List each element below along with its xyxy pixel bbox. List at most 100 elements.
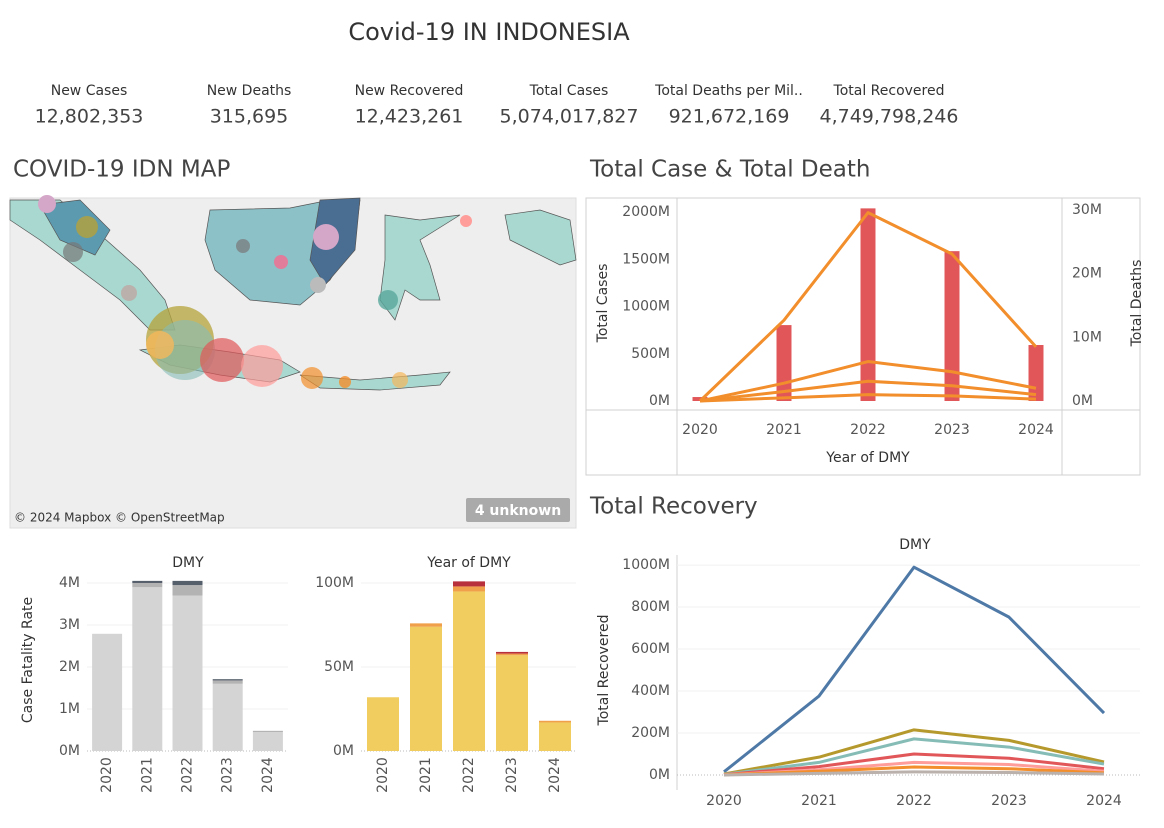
chart-title: Total Recovery [589,494,758,520]
bar [539,722,571,751]
map-bubble [313,224,339,250]
bar [252,732,283,751]
bar [367,697,399,751]
map-bubble [274,255,288,269]
line [699,379,1037,403]
x-tick-label: 2021 [418,757,434,793]
y-tick-label: 0M [649,767,670,783]
x-tick-label: 2021 [766,422,802,438]
bar [172,585,203,596]
map-bubble [301,367,323,389]
bar [860,208,876,401]
y2-tick-label: 30M [1072,202,1102,218]
x-tick-label: 2023 [934,422,970,438]
y-tick-label: 1500M [622,251,670,267]
bar [453,591,485,751]
y2-tick-label: 10M [1072,329,1102,345]
y-tick-label: 3M [59,617,80,633]
y-tick-label: 800M [631,599,670,615]
bar [212,679,243,681]
y2-tick-label: 0M [1072,393,1093,409]
y-tick-label: 2000M [622,204,670,220]
map-bubble [76,216,98,238]
bar [132,587,163,751]
bar [132,582,163,588]
x-tick-label: 2021 [801,793,837,809]
kpi-value: 921,672,169 [669,106,790,128]
line [723,728,1105,776]
bar [92,633,123,751]
chart-frames [585,197,1141,790]
chart-subtitle: DMY [172,555,204,571]
bar [453,581,485,587]
kpi-value: 5,074,017,827 [499,106,638,128]
x-tick-label: 2023 [220,757,236,793]
bar [539,720,571,723]
x-tick-label: 2021 [139,757,155,793]
y-tick-label: 1000M [622,299,670,315]
y2-tick-label: 20M [1072,266,1102,282]
map-bubble [241,345,283,387]
chart-subtitle: DMY [899,537,931,553]
kpi-value: 4,749,798,246 [819,106,958,128]
map-bubble [378,290,398,310]
kpi-label: New Deaths [207,83,292,99]
bar [453,586,485,592]
map-bubble [155,320,215,380]
map-region [299,371,451,391]
y-tick-label: 1M [59,701,80,717]
kpi-label: New Cases [51,83,128,99]
unknown-badge-label[interactable]: 4 unknown [475,503,561,519]
line [698,211,1038,403]
bar [496,653,528,656]
bar [496,655,528,751]
kpi-label: Total Recovered [833,83,945,99]
map-bubble [310,277,326,293]
bar [944,251,960,401]
kpi-label: Total Deaths per Mil.. [654,83,803,99]
map-bubble [200,338,244,382]
y-tick-label: 0M [333,743,354,759]
x-tick-label: 2022 [180,757,196,793]
kpi-value: 12,802,353 [35,106,144,128]
line [723,565,1106,774]
y-tick-label: 600M [631,641,670,657]
y-tick-label: 400M [631,683,670,699]
map-bubble [38,195,56,213]
bar [212,683,243,751]
y-tick-label: 50M [324,659,354,675]
map-bubble [63,242,83,262]
x-tick-label: 2022 [461,757,477,793]
x-tick-label: 2022 [850,422,886,438]
frame [585,197,1141,476]
line [723,770,1105,777]
unknown-badge[interactable] [466,498,570,522]
x-tick-label: 2024 [1018,422,1054,438]
y-tick-label: 100M [315,575,354,591]
line [699,360,1037,403]
x-tick-label: 2020 [706,793,742,809]
y-tick-label: 0M [59,743,80,759]
x-tick-label: 2022 [896,793,932,809]
chart-subtitle: Year of DMY [426,555,511,571]
map-bubble [146,331,174,359]
bar [252,730,283,733]
dashboard-title: Covid-19 IN INDONESIA [348,18,630,46]
line [723,752,1105,777]
bar [172,580,203,586]
map-region [39,199,111,256]
x-axis-label: Year of DMY [825,450,910,466]
x-tick-label: 2020 [99,757,115,793]
map-bubble [460,215,472,227]
kpi-label: New Recovered [355,83,464,99]
bar [410,626,442,751]
line [723,737,1105,776]
x-tick-label: 2020 [682,422,718,438]
map-region [504,209,577,266]
bar [410,623,442,627]
x-tick-label: 2024 [1086,793,1122,809]
x-tick-label: 2024 [260,757,276,793]
map-bubble [392,372,408,388]
map-bubble [236,239,250,253]
